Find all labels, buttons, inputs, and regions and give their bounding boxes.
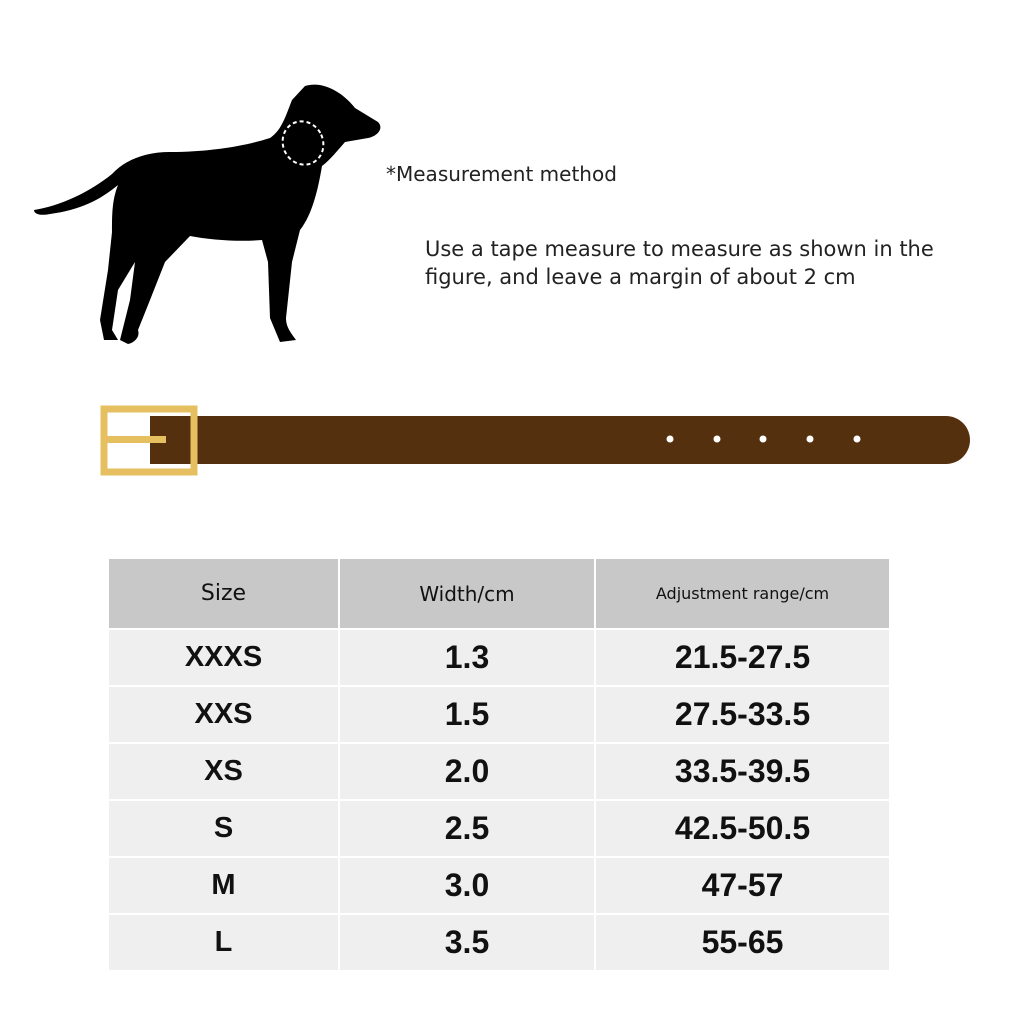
- cell-width: 2.0: [340, 744, 594, 799]
- cell-width: 1.5: [340, 687, 594, 742]
- table-row: M 3.0 47-57: [109, 858, 889, 913]
- table-row: S 2.5 42.5-50.5: [109, 801, 889, 856]
- size-table: Size Width/cm Adjustment range/cm XXXS 1.…: [107, 557, 891, 972]
- table-row: XXXS 1.3 21.5-27.5: [109, 630, 889, 685]
- cell-size: XS: [109, 744, 338, 799]
- belt-strap: [160, 416, 970, 464]
- header-width: Width/cm: [340, 559, 594, 628]
- measurement-title: *Measurement method: [386, 162, 617, 186]
- measurement-description: Use a tape measure to measure as shown i…: [425, 237, 934, 289]
- cell-adjustment-range: 21.5-27.5: [596, 630, 889, 685]
- cell-size: L: [109, 915, 338, 970]
- cell-adjustment-range: 47-57: [596, 858, 889, 913]
- cell-adjustment-range: 55-65: [596, 915, 889, 970]
- cell-adjustment-range: 33.5-39.5: [596, 744, 889, 799]
- cell-size: XXS: [109, 687, 338, 742]
- dog-silhouette-icon: [34, 84, 381, 344]
- cell-width: 3.5: [340, 915, 594, 970]
- cell-width: 3.0: [340, 858, 594, 913]
- cell-size: XXXS: [109, 630, 338, 685]
- table-header-row: Size Width/cm Adjustment range/cm: [109, 559, 889, 628]
- cell-adjustment-range: 27.5-33.5: [596, 687, 889, 742]
- cell-size: M: [109, 858, 338, 913]
- header-size: Size: [109, 559, 338, 628]
- cell-width: 1.3: [340, 630, 594, 685]
- belt-holes: [666, 435, 861, 443]
- illustration: [34, 84, 970, 476]
- cell-adjustment-range: 42.5-50.5: [596, 801, 889, 856]
- cell-width: 2.5: [340, 801, 594, 856]
- table-row: XXS 1.5 27.5-33.5: [109, 687, 889, 742]
- cell-size: S: [109, 801, 338, 856]
- table-row: XS 2.0 33.5-39.5: [109, 744, 889, 799]
- table-row: L 3.5 55-65: [109, 915, 889, 970]
- belt-illustration: [100, 405, 970, 476]
- header-adjustment-range: Adjustment range/cm: [596, 559, 889, 628]
